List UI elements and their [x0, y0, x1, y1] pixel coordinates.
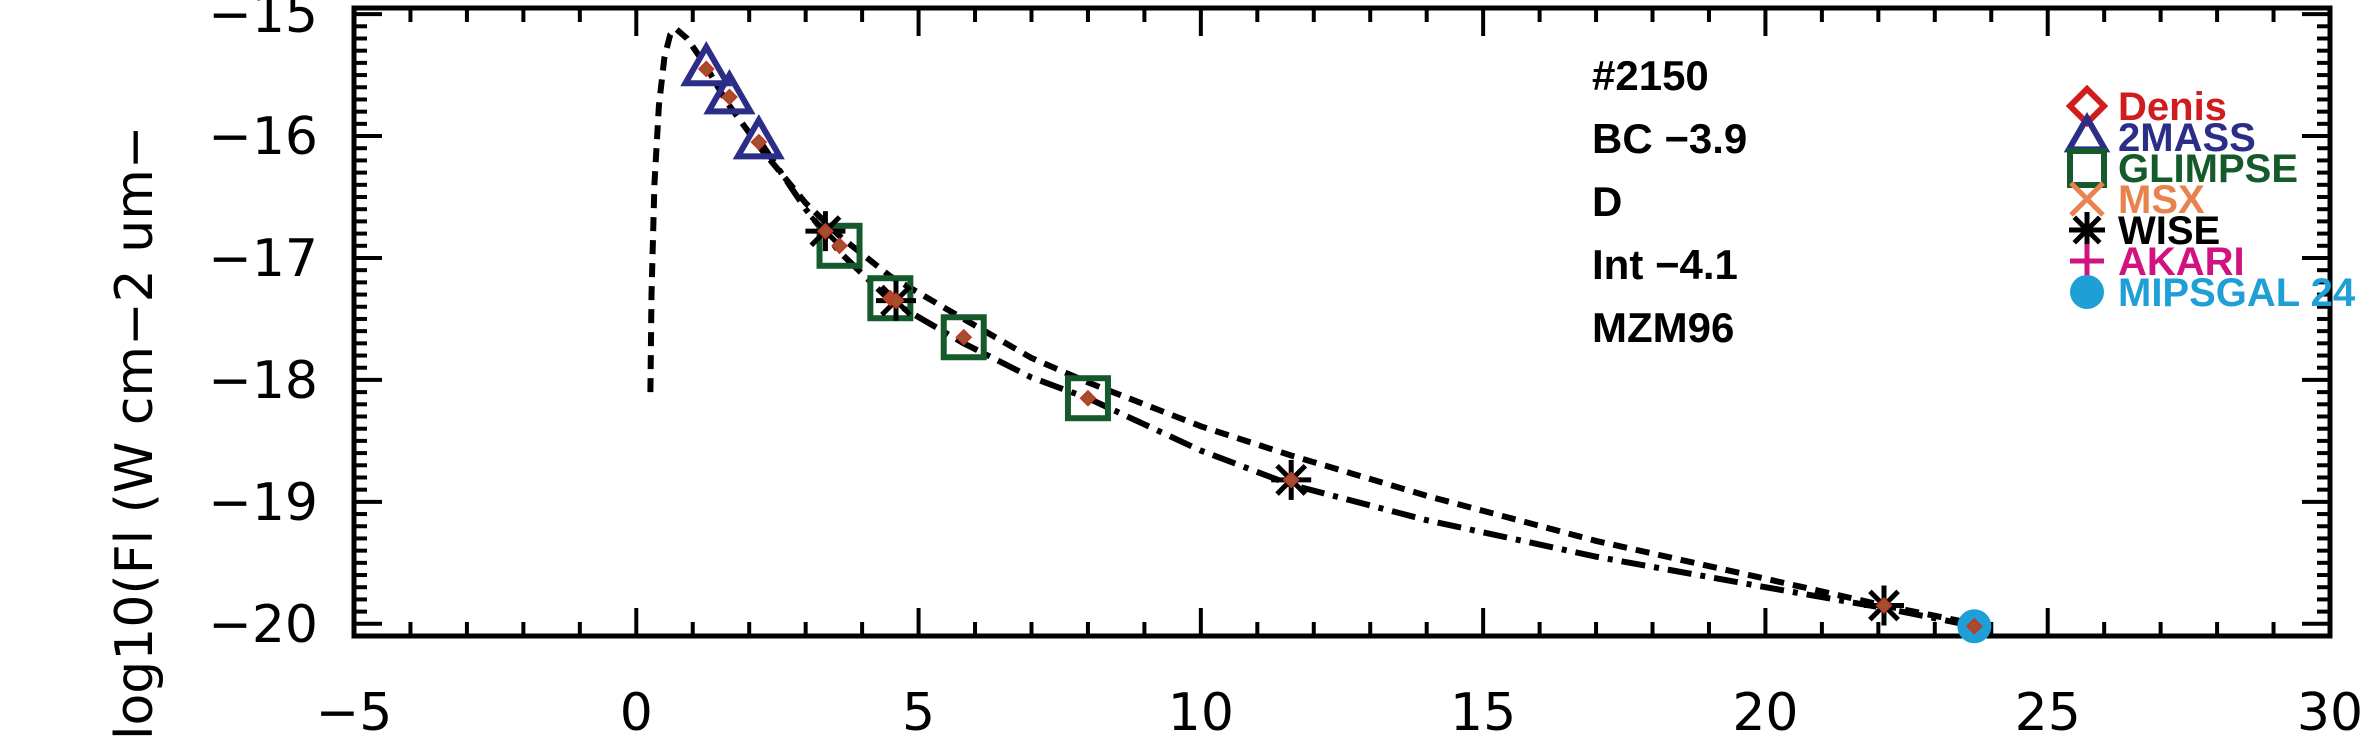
- y-tick-labels: −15 −16 −17 −18 −19 −20: [208, 0, 318, 655]
- y-tick-label: −19: [208, 473, 318, 533]
- x-tick-label: 30: [2297, 683, 2361, 743]
- annotation-text: #2150: [1592, 52, 1709, 99]
- legend-label: WISE: [2118, 209, 2220, 253]
- legend-label: MIPSGAL 24: [2118, 271, 2356, 315]
- data-point-glimpse: [940, 314, 987, 361]
- legend-label: GLIMPSE: [2118, 147, 2298, 191]
- data-point-derived: [1965, 617, 1983, 635]
- data-point-derived: [831, 237, 848, 255]
- data-point-derived: [887, 292, 905, 310]
- x-tick-label: 5: [902, 683, 935, 743]
- x-tick-labels: −5 0 5 10 15 20 25 30: [316, 683, 2361, 743]
- data-point-2mass: [703, 69, 756, 115]
- legend-label: 2MASS: [2118, 116, 2256, 160]
- annotation-text: D: [1592, 178, 1622, 225]
- y-tick-label: −16: [208, 107, 318, 167]
- y-tick-label: −17: [208, 229, 318, 289]
- legend-label: AKARI: [2118, 240, 2245, 284]
- data-point-glimpse: [816, 222, 863, 269]
- legend-marker-glimpse: [2067, 148, 2107, 188]
- legend-label: Denis: [2118, 85, 2227, 129]
- data-point-glimpse: [1064, 375, 1111, 422]
- model-curve-dashed: [647, 24, 1975, 627]
- data-points: [680, 40, 1992, 644]
- y-tick-label: −20: [208, 595, 318, 655]
- annotations: #2150 BC −3.9 D Int −4.1 MZM96: [1592, 52, 1747, 351]
- y-axis-label: log10(Fl (W cm−2 um−: [105, 126, 165, 740]
- x-tick-label: 20: [1732, 683, 1798, 743]
- data-point-derived: [955, 328, 973, 346]
- annotation-text: MZM96: [1592, 304, 1734, 351]
- model-curves: [647, 24, 1975, 630]
- y-tick-label: −18: [208, 351, 318, 411]
- legend-marker-mipsgal-24: [2070, 275, 2104, 309]
- legend-label: MSX: [2118, 178, 2205, 222]
- x-stroke: [2069, 181, 2105, 217]
- data-point-derived: [1079, 389, 1097, 407]
- x-tick-label: −5: [316, 683, 393, 743]
- data-point-derived: [750, 133, 768, 151]
- plot-frame: [351, 5, 2333, 639]
- legend-marker-wise: [2069, 212, 2105, 248]
- plot-border: [351, 5, 2333, 639]
- x-tick-label: 10: [1168, 683, 1234, 743]
- annotation-text: BC −3.9: [1592, 115, 1747, 162]
- x-tick-label: 15: [1450, 683, 1516, 743]
- model-curve-dashdot: [758, 140, 1975, 630]
- legend-marker-2mass: [2063, 111, 2111, 153]
- data-point-2mass: [732, 114, 785, 160]
- axis-ticks: [352, 8, 2332, 638]
- x-tick-label: 0: [620, 683, 653, 743]
- asterisk-stroke: [2072, 215, 2102, 245]
- legend-marker-msx: [2069, 181, 2105, 217]
- data-point-derived: [697, 60, 715, 78]
- data-point-derived: [721, 88, 738, 106]
- x-tick-label: 25: [2015, 683, 2081, 743]
- data-point-derived: [817, 222, 834, 240]
- y-tick-label: −15: [208, 0, 318, 45]
- data-point-2mass: [680, 40, 733, 87]
- data-point-derived: [1875, 597, 1893, 614]
- data-point-derived: [1282, 471, 1300, 489]
- legend-marker-akari: [2070, 244, 2104, 278]
- annotation-text: Int −4.1: [1592, 241, 1738, 288]
